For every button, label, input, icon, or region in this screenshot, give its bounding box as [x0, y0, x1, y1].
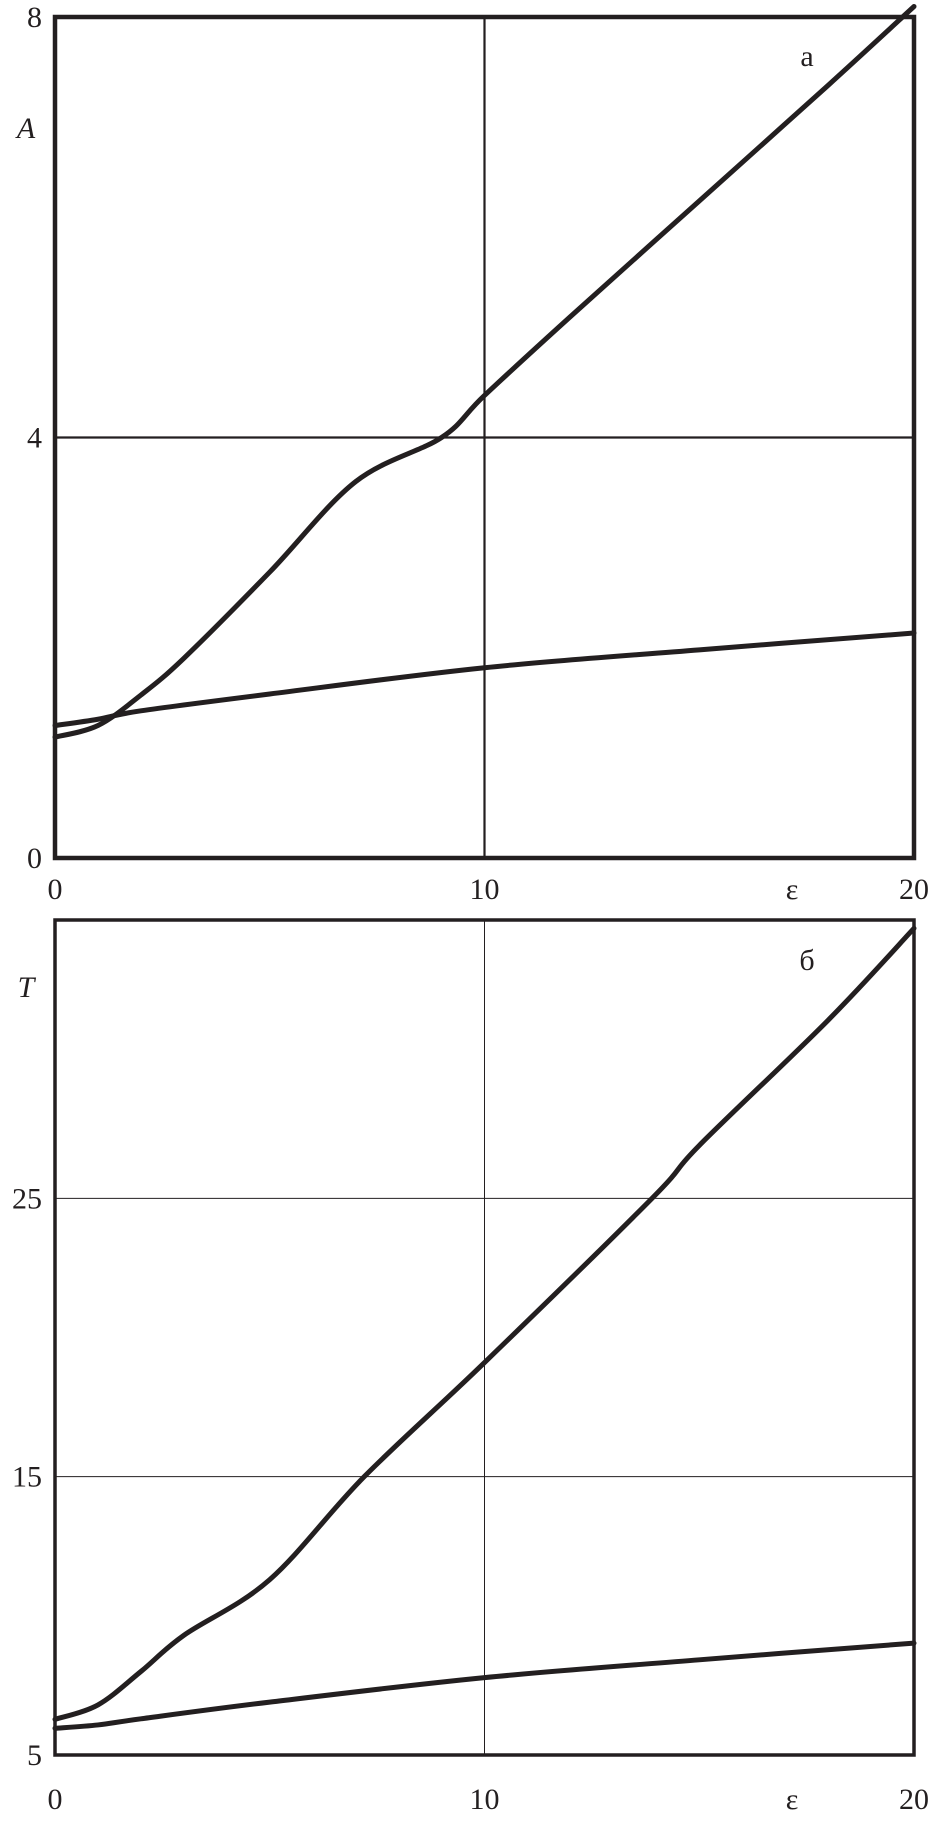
panel-label: б — [799, 944, 814, 977]
y-tick-label: 15 — [12, 1461, 42, 1494]
chart-panel-a: 0 10 20 0 4 8 а ε A — [15, 1, 929, 906]
chart-panel-b: 0 10 20 5 15 25 б ε T — [12, 918, 929, 1816]
x-axis-label: ε — [786, 1783, 799, 1816]
x-tick-label: 10 — [470, 1783, 500, 1816]
y-tick-label: 8 — [27, 1, 42, 34]
panel-label: а — [800, 40, 813, 73]
y-tick-label: 4 — [27, 422, 42, 455]
y-tick-label: 0 — [27, 842, 42, 875]
series-line-2 — [52, 630, 917, 729]
series-line-2 — [52, 1640, 917, 1731]
y-tick-label: 25 — [12, 1182, 42, 1215]
x-tick-label: 20 — [899, 1783, 929, 1816]
x-tick-label: 20 — [899, 873, 929, 906]
y-tick-label: 5 — [27, 1739, 42, 1772]
y-axis-label: A — [15, 112, 36, 145]
x-tick-label: 10 — [470, 873, 500, 906]
x-axis-label: ε — [786, 873, 799, 906]
x-tick-label: 0 — [48, 1783, 63, 1816]
plot-frame — [52, 14, 917, 861]
x-tick-label: 0 — [48, 873, 63, 906]
series-line-1 — [52, 3, 917, 740]
series-line-1 — [52, 925, 917, 1722]
plot-frame — [53, 918, 916, 1757]
y-axis-label: T — [18, 971, 37, 1004]
